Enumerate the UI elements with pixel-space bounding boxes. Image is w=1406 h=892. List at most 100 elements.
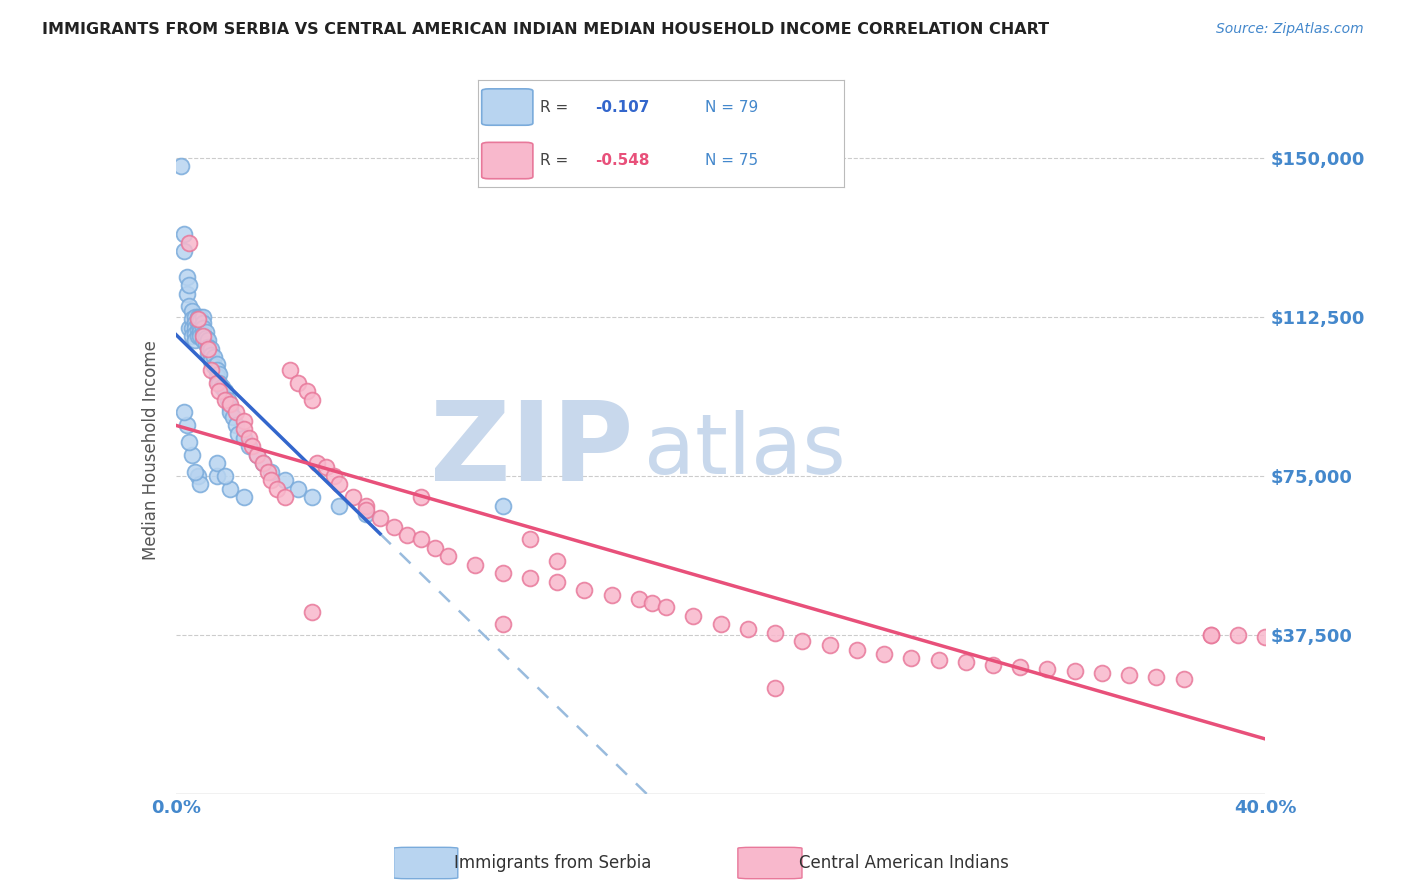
Point [179,320,201,334]
Point [194,337,217,351]
Point [238,439,260,453]
Point [519,533,541,547]
Point [219,397,242,411]
Point [191,310,214,324]
Point [437,549,460,564]
Point [295,384,318,398]
Point [257,465,280,479]
Point [184,320,207,334]
Point [181,312,204,326]
Text: Central American Indians: Central American Indians [799,854,1008,872]
Point [1063,664,1085,678]
Point [682,608,704,623]
Text: R =: R = [540,100,574,114]
Text: -0.548: -0.548 [595,153,650,168]
Point [219,482,242,496]
Point [492,617,515,632]
Point [205,357,228,371]
Point [382,520,405,534]
Point [1199,628,1222,642]
Point [181,448,204,462]
Point [225,405,247,419]
Point [225,417,247,432]
Point [170,160,193,174]
Point [181,320,204,334]
Point [301,605,323,619]
Text: ZIP: ZIP [430,397,633,504]
Point [278,363,301,377]
Text: Source: ZipAtlas.com: Source: ZipAtlas.com [1216,22,1364,37]
Point [574,583,596,598]
Text: IMMIGRANTS FROM SERBIA VS CENTRAL AMERICAN INDIAN MEDIAN HOUSEHOLD INCOME CORREL: IMMIGRANTS FROM SERBIA VS CENTRAL AMERIC… [42,22,1049,37]
Point [214,384,236,398]
Point [191,316,214,330]
Point [763,681,786,695]
Point [191,326,214,341]
Point [205,456,228,470]
FancyBboxPatch shape [738,847,801,879]
Point [1254,630,1277,644]
Point [301,490,323,504]
Point [184,310,207,324]
Text: N = 79: N = 79 [704,100,758,114]
Point [307,456,329,470]
Point [176,286,198,301]
Point [873,647,896,661]
Point [928,653,950,667]
Point [200,363,222,377]
Point [464,558,486,572]
Point [197,342,219,356]
Point [252,456,274,470]
Point [492,566,515,581]
Point [627,591,650,606]
Point [1144,670,1167,684]
Point [197,346,219,360]
Point [287,376,309,390]
Point [1227,628,1250,642]
Point [763,625,786,640]
Point [173,244,195,259]
Point [186,329,209,343]
Point [191,320,214,334]
Text: N = 75: N = 75 [704,153,758,168]
Point [186,316,209,330]
Point [1091,666,1114,681]
Point [197,340,219,354]
Point [492,499,515,513]
Point [181,303,204,318]
Point [188,314,211,328]
Point [845,642,868,657]
Point [252,456,274,470]
Y-axis label: Median Household Income: Median Household Income [142,341,160,560]
Point [188,320,211,334]
Point [186,469,209,483]
Point [208,376,231,390]
Point [188,325,211,339]
Point [356,507,378,521]
Point [202,350,225,364]
Text: R =: R = [540,153,574,168]
Point [186,323,209,337]
Point [240,439,263,453]
Point [176,417,198,432]
Point [184,326,207,341]
Point [211,380,233,394]
Point [181,329,204,343]
Point [396,528,419,542]
Point [737,622,759,636]
Point [818,639,841,653]
Point [219,405,242,419]
Point [246,448,269,462]
Point [205,469,228,483]
Point [246,448,269,462]
Point [194,331,217,345]
Point [232,414,254,428]
Point [232,490,254,504]
Point [546,574,568,589]
Point [342,490,364,504]
Point [208,384,231,398]
Point [194,325,217,339]
Point [546,554,568,568]
Point [184,333,207,347]
Point [655,600,678,615]
